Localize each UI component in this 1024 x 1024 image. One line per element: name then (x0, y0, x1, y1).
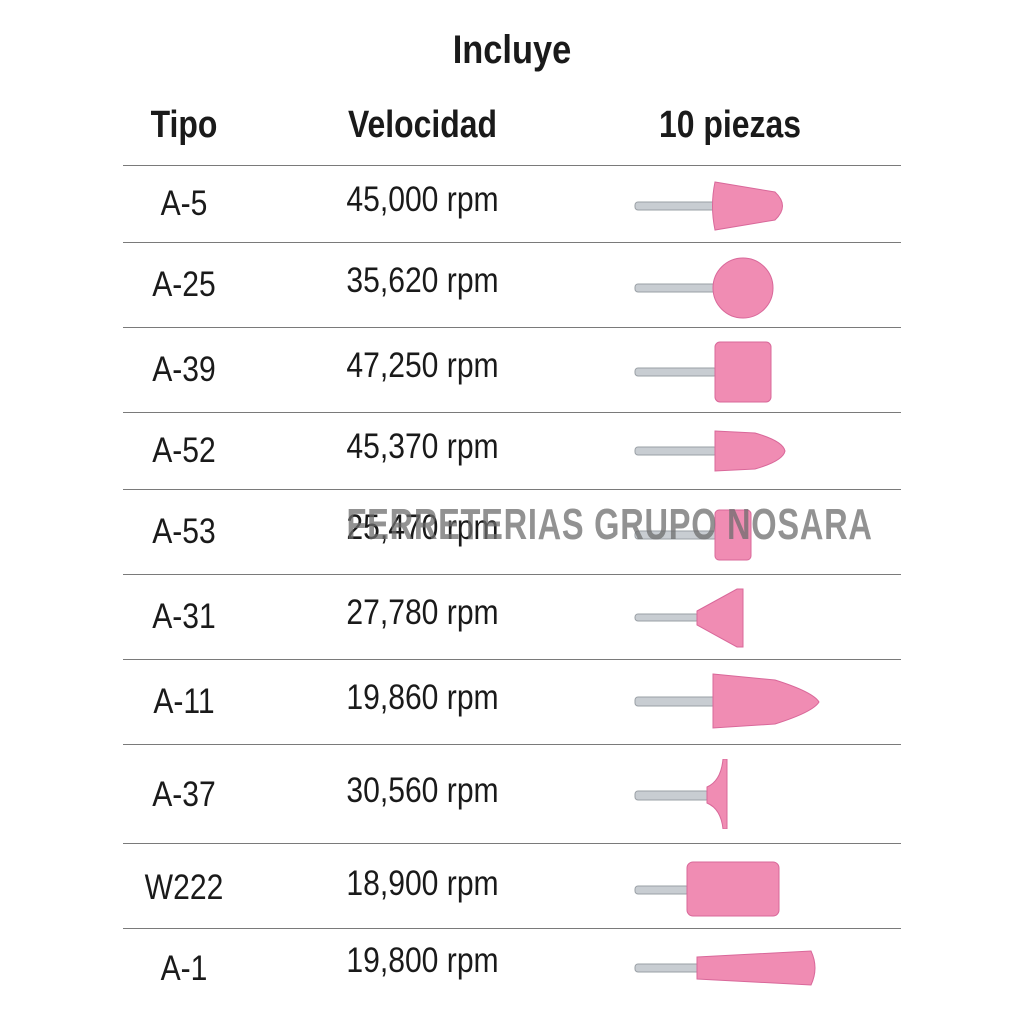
cone-grinding-stone-icon (634, 181, 783, 231)
table-divider (123, 843, 901, 844)
table-row: A-39 47,250 rpm (0, 328, 1024, 412)
velocidad-cell: 45,000 rpm (346, 180, 499, 219)
tipo-cell: A-5 (160, 184, 208, 223)
tipo-cell: A-1 (160, 949, 208, 988)
table-divider (123, 574, 901, 575)
tipo-cell: W222 (144, 868, 224, 907)
velocidad-cell: 47,250 rpm (346, 346, 499, 385)
mushroom-grinding-stone-icon (634, 759, 728, 829)
velocidad-cell: 19,860 rpm (346, 678, 499, 717)
velocidad-cell: 27,780 rpm (346, 593, 499, 632)
table-row: A-1 19,800 rpm (0, 929, 1024, 1009)
tipo-cell: A-53 (152, 512, 216, 551)
velocidad-cell: 19,800 rpm (346, 941, 499, 980)
table-row: A-11 19,860 rpm (0, 660, 1024, 744)
tipo-cell: A-39 (152, 350, 216, 389)
reverse-cone-grinding-stone-icon (634, 588, 744, 648)
table-row: A-53 25,470 rpm (0, 490, 1024, 574)
velocidad-cell: 25,470 rpm (346, 508, 499, 547)
ball-grinding-stone-icon (634, 257, 774, 319)
table-divider (123, 928, 901, 929)
velocidad-cell: 18,900 rpm (346, 864, 499, 903)
table-divider (123, 242, 901, 243)
table-row: A-5 45,000 rpm (0, 166, 1024, 242)
table-divider (123, 659, 901, 660)
long-cylinder-grinding-stone-icon (634, 861, 780, 917)
tipo-cell: A-25 (152, 265, 216, 304)
velocidad-cell: 45,370 rpm (346, 427, 499, 466)
table-row: A-37 30,560 rpm (0, 745, 1024, 843)
tipo-cell: A-52 (152, 431, 216, 470)
table-divider (123, 412, 901, 413)
page-title: Incluye (452, 28, 572, 72)
small-cylinder-grinding-stone-icon (634, 509, 752, 561)
column-header-velocidad: Velocidad (347, 104, 498, 146)
column-header-tipo: Tipo (150, 104, 218, 146)
table-divider (123, 744, 901, 745)
table-divider (123, 165, 901, 166)
long-bullet-grinding-stone-icon (634, 673, 820, 729)
cylinder-grinding-stone-icon (634, 341, 772, 403)
tipo-cell: A-31 (152, 597, 216, 636)
tipo-cell: A-11 (153, 682, 215, 721)
column-header-piezas: 10 piezas (659, 104, 801, 146)
velocidad-cell: 35,620 rpm (346, 261, 499, 300)
velocidad-cell: 30,560 rpm (346, 771, 499, 810)
tipo-cell: A-37 (152, 775, 216, 814)
table-row: A-52 45,370 rpm (0, 413, 1024, 489)
table-row: A-25 35,620 rpm (0, 243, 1024, 327)
table-row: W222 18,900 rpm (0, 844, 1024, 928)
tapered-grinding-stone-icon (634, 950, 816, 986)
table-divider (123, 489, 901, 490)
table-divider (123, 327, 901, 328)
bullet-grinding-stone-icon (634, 430, 786, 472)
table-row: A-31 27,780 rpm (0, 575, 1024, 659)
